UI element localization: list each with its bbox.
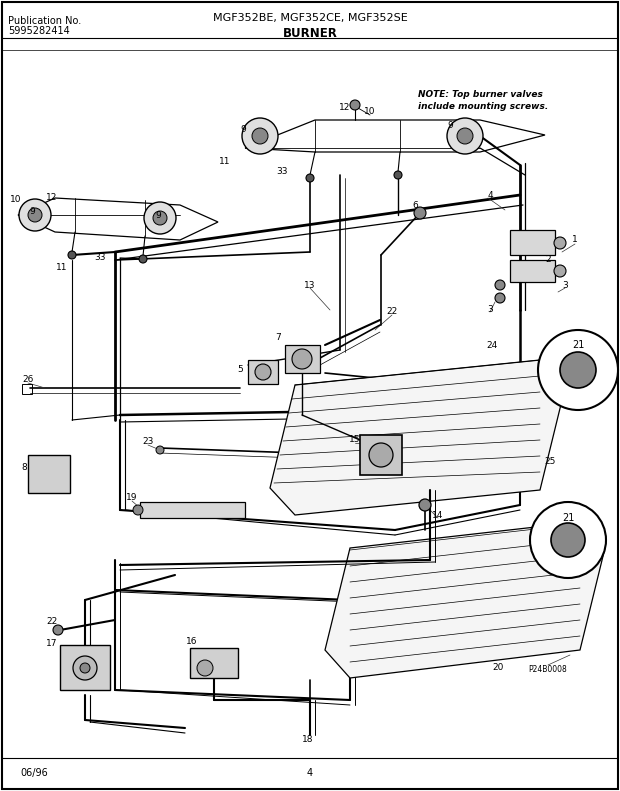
Text: 18: 18 (303, 736, 314, 744)
Text: NOTE: Top burner valves: NOTE: Top burner valves (418, 90, 543, 99)
Circle shape (139, 255, 147, 263)
Text: MGF352BE, MGF352CE, MGF352SE: MGF352BE, MGF352CE, MGF352SE (213, 13, 407, 23)
Circle shape (560, 352, 596, 388)
Text: 14: 14 (432, 512, 444, 520)
Text: 26: 26 (22, 376, 33, 384)
Circle shape (414, 207, 426, 219)
Circle shape (53, 625, 63, 635)
Circle shape (144, 202, 176, 234)
Polygon shape (270, 360, 565, 515)
Text: 13: 13 (304, 281, 316, 290)
Bar (60, 645, 110, 690)
Text: 5995282414: 5995282414 (8, 26, 69, 36)
Text: 21: 21 (572, 340, 584, 350)
Text: 20: 20 (492, 664, 503, 672)
Text: 2: 2 (545, 255, 551, 264)
Text: 12: 12 (339, 104, 351, 112)
Bar (285, 345, 320, 373)
Bar (140, 502, 245, 518)
Text: 22: 22 (46, 618, 58, 626)
Circle shape (538, 330, 618, 410)
Text: 10: 10 (11, 195, 22, 205)
Text: 1: 1 (572, 236, 578, 244)
Circle shape (495, 280, 505, 290)
Text: 4: 4 (487, 191, 493, 199)
Text: 9: 9 (240, 126, 246, 134)
Circle shape (495, 293, 505, 303)
Circle shape (156, 446, 164, 454)
Text: 3: 3 (562, 281, 568, 290)
Text: include mounting screws.: include mounting screws. (418, 102, 548, 111)
Text: 16: 16 (186, 638, 198, 646)
Text: 17: 17 (46, 639, 58, 649)
Circle shape (133, 505, 143, 515)
Text: 9: 9 (447, 120, 453, 130)
Circle shape (255, 364, 271, 380)
Text: 22: 22 (386, 308, 397, 316)
Circle shape (530, 502, 606, 578)
Text: 21: 21 (562, 513, 574, 523)
Bar (28, 455, 70, 493)
Circle shape (554, 265, 566, 277)
Text: BURNER: BURNER (283, 27, 337, 40)
Text: 25: 25 (544, 457, 556, 467)
Circle shape (551, 523, 585, 557)
Text: 7: 7 (275, 334, 281, 343)
Circle shape (28, 208, 42, 222)
Circle shape (457, 128, 473, 144)
Text: 6: 6 (412, 200, 418, 210)
Text: 8: 8 (21, 464, 27, 472)
Circle shape (554, 237, 566, 249)
Bar (190, 648, 238, 678)
Bar (510, 230, 555, 255)
Circle shape (447, 118, 483, 154)
Bar (360, 435, 402, 475)
Text: 9: 9 (29, 207, 35, 217)
Text: 3: 3 (487, 305, 493, 315)
Circle shape (350, 100, 360, 110)
Circle shape (306, 174, 314, 182)
Bar (22, 384, 32, 394)
Circle shape (197, 660, 213, 676)
Text: P24B0008: P24B0008 (529, 665, 567, 675)
Text: 11: 11 (56, 263, 68, 273)
Circle shape (252, 128, 268, 144)
Text: 10: 10 (365, 108, 376, 116)
Text: Publication No.: Publication No. (8, 16, 81, 26)
Bar (510, 260, 555, 282)
Circle shape (242, 118, 278, 154)
Bar (248, 360, 278, 384)
Text: 11: 11 (219, 157, 231, 166)
Circle shape (73, 656, 97, 680)
Circle shape (419, 499, 431, 511)
Text: 23: 23 (143, 437, 154, 446)
Text: 9: 9 (155, 211, 161, 221)
Text: 33: 33 (94, 253, 106, 263)
Text: 15: 15 (349, 436, 361, 445)
Text: 24: 24 (486, 342, 498, 350)
Text: 19: 19 (126, 494, 138, 502)
Circle shape (394, 171, 402, 179)
Circle shape (153, 211, 167, 225)
Circle shape (292, 349, 312, 369)
Text: 06/96: 06/96 (20, 768, 48, 778)
Text: 12: 12 (46, 194, 58, 202)
Circle shape (369, 443, 393, 467)
Polygon shape (325, 522, 605, 678)
Circle shape (80, 663, 90, 673)
Text: 5: 5 (237, 365, 243, 374)
Circle shape (68, 251, 76, 259)
Text: 4: 4 (307, 768, 313, 778)
Circle shape (19, 199, 51, 231)
Text: 33: 33 (277, 168, 288, 176)
